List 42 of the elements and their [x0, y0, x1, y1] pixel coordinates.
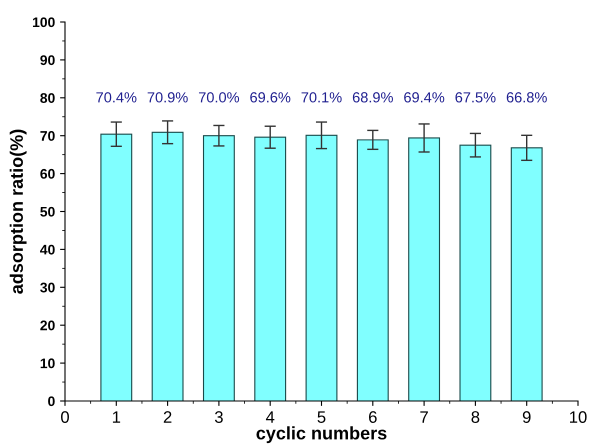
- bar: [152, 132, 184, 401]
- x-tick-label: 9: [522, 411, 531, 423]
- bar: [356, 139, 389, 401]
- y-tick-label: 30: [40, 282, 55, 292]
- bar: [100, 134, 132, 401]
- bar: [408, 137, 440, 401]
- y-tick-label: 60: [40, 168, 55, 179]
- data-label: 69.4%: [404, 92, 444, 102]
- y-tick-label: 90: [40, 55, 55, 66]
- y-tick-label: 0: [48, 396, 55, 406]
- bar: [202, 135, 235, 401]
- x-tick-label: 3: [214, 411, 223, 423]
- data-label: 68.9%: [352, 92, 393, 102]
- y-tick-label: 50: [40, 206, 55, 217]
- bar: [510, 147, 543, 401]
- y-tick-label: 20: [40, 320, 55, 330]
- y-tick-label: 10: [40, 358, 55, 368]
- bar: [306, 134, 338, 401]
- data-label: 70.0%: [198, 92, 240, 102]
- x-tick-label: 10: [570, 411, 587, 423]
- y-tick-label: 40: [40, 244, 55, 255]
- x-tick-label: 8: [471, 411, 480, 423]
- y-tick-label: 80: [40, 93, 55, 103]
- x-tick-label: 5: [318, 411, 326, 423]
- data-label: 66.8%: [506, 92, 547, 102]
- data-label: 70.4%: [96, 92, 136, 102]
- bar: [459, 144, 492, 401]
- x-axis-title: cyclic numbers: [256, 426, 386, 444]
- bar: [254, 136, 286, 401]
- y-tick-label: 70: [40, 131, 55, 141]
- x-tick-label: 6: [369, 411, 377, 423]
- x-tick-label: 4: [266, 411, 274, 423]
- y-tick-label: 100: [32, 17, 55, 28]
- y-axis-title: adsorption ratio(%): [10, 130, 27, 294]
- x-tick-label: 0: [61, 411, 69, 423]
- x-tick-label: 2: [164, 411, 172, 423]
- data-label: 67.5%: [455, 92, 496, 102]
- data-label: 69.6%: [250, 92, 290, 102]
- x-tick-label: 1: [112, 411, 120, 423]
- data-label: 70.1%: [302, 92, 342, 102]
- data-label: 70.9%: [148, 92, 188, 102]
- x-tick-label: 7: [420, 411, 428, 423]
